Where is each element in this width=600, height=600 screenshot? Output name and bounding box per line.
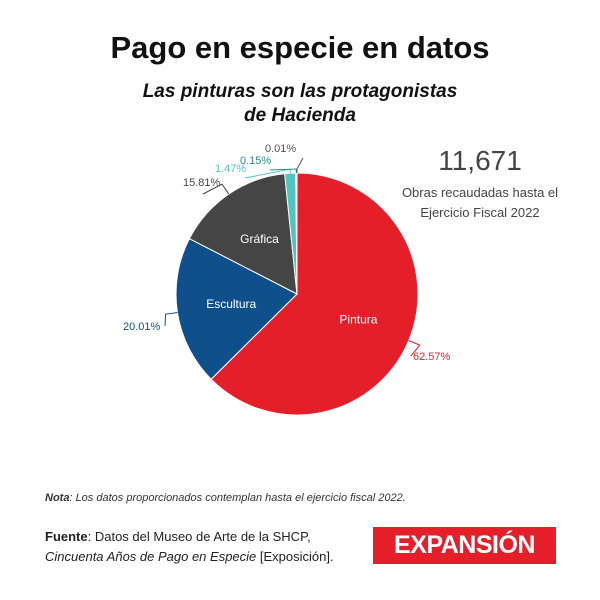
slice-name-label: Pintura <box>339 313 377 327</box>
pie-slice-3 <box>188 173 298 295</box>
slice-value-label: 20.01% <box>123 321 161 333</box>
source-label: Fuente <box>45 529 88 544</box>
slice-value-label: 15.81% <box>183 177 221 189</box>
slice-value-label: 0.15% <box>240 155 271 167</box>
slice-value-label: 62.57% <box>413 351 451 363</box>
pie-slice-2 <box>175 237 298 380</box>
slice-value-label: 0.01% <box>265 143 296 155</box>
chart-title: Pago en especie en datos <box>110 30 490 65</box>
leader-line <box>164 311 178 327</box>
note: Nota: Los datos proporcionados contempla… <box>45 492 406 504</box>
slice-name-label: Gráfica <box>240 232 279 246</box>
source-suffix: [Exposición]. <box>256 549 334 564</box>
note-text: : Los datos proporcionados contemplan ha… <box>69 492 406 504</box>
expansion-logo: EXPANSIÓN <box>373 527 556 564</box>
slice-value-label: 1.47% <box>215 163 246 175</box>
stat-description: Obras recaudadas hasta el Ejercicio Fisc… <box>401 185 559 220</box>
source: Fuente: Datos del Museo de Arte de la SH… <box>45 527 334 567</box>
chart-subtitle: Las pinturas son las protagonistas de Ha… <box>0 80 600 128</box>
leader-line <box>269 168 297 174</box>
stat-value: 11,671 <box>438 145 522 176</box>
source-text: : Datos del Museo de Arte de la SHCP, <box>87 529 311 544</box>
leader-line <box>408 340 421 357</box>
subtitle-text: Las pinturas son las protagonistas de Ha… <box>142 81 458 126</box>
slice-name-label: Escultura <box>206 297 256 311</box>
source-italic: Cincuenta Años de Pago en Especie <box>45 549 257 564</box>
leader-line <box>202 183 230 195</box>
leader-line <box>296 157 304 173</box>
note-label: Nota <box>45 492 70 504</box>
